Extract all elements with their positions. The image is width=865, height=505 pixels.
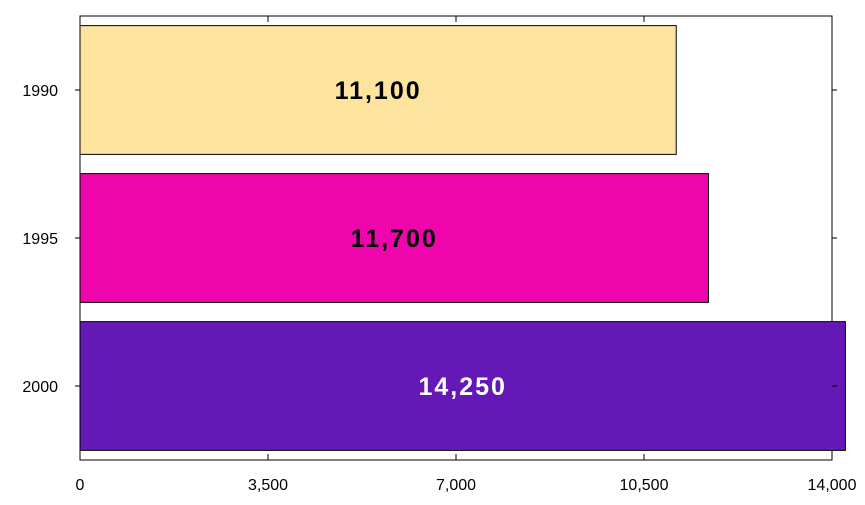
bar-1990 [79,25,677,155]
x-tick-label: 3,500 [248,477,288,494]
bar-2000 [79,321,846,451]
bars-layer [79,25,846,451]
x-tick-label: 7,000 [436,477,476,494]
x-tick-label: 0 [76,477,85,494]
category-label: 1995 [22,231,58,248]
bar-1995 [79,173,709,303]
data-label: 14,250 [418,373,506,401]
x-tick-label: 14,000 [808,477,857,494]
category-label: 1990 [22,83,58,100]
data-label: 11,700 [351,225,438,253]
ticks-layer [75,16,837,460]
data-label: 11,100 [335,77,422,105]
category-label: 2000 [22,379,58,396]
labels-layer: 0 3,500 7,000 10,500 14,000 1990 11,100 1995 11,… [22,77,856,494]
x-tick-label: 10,500 [620,477,669,494]
